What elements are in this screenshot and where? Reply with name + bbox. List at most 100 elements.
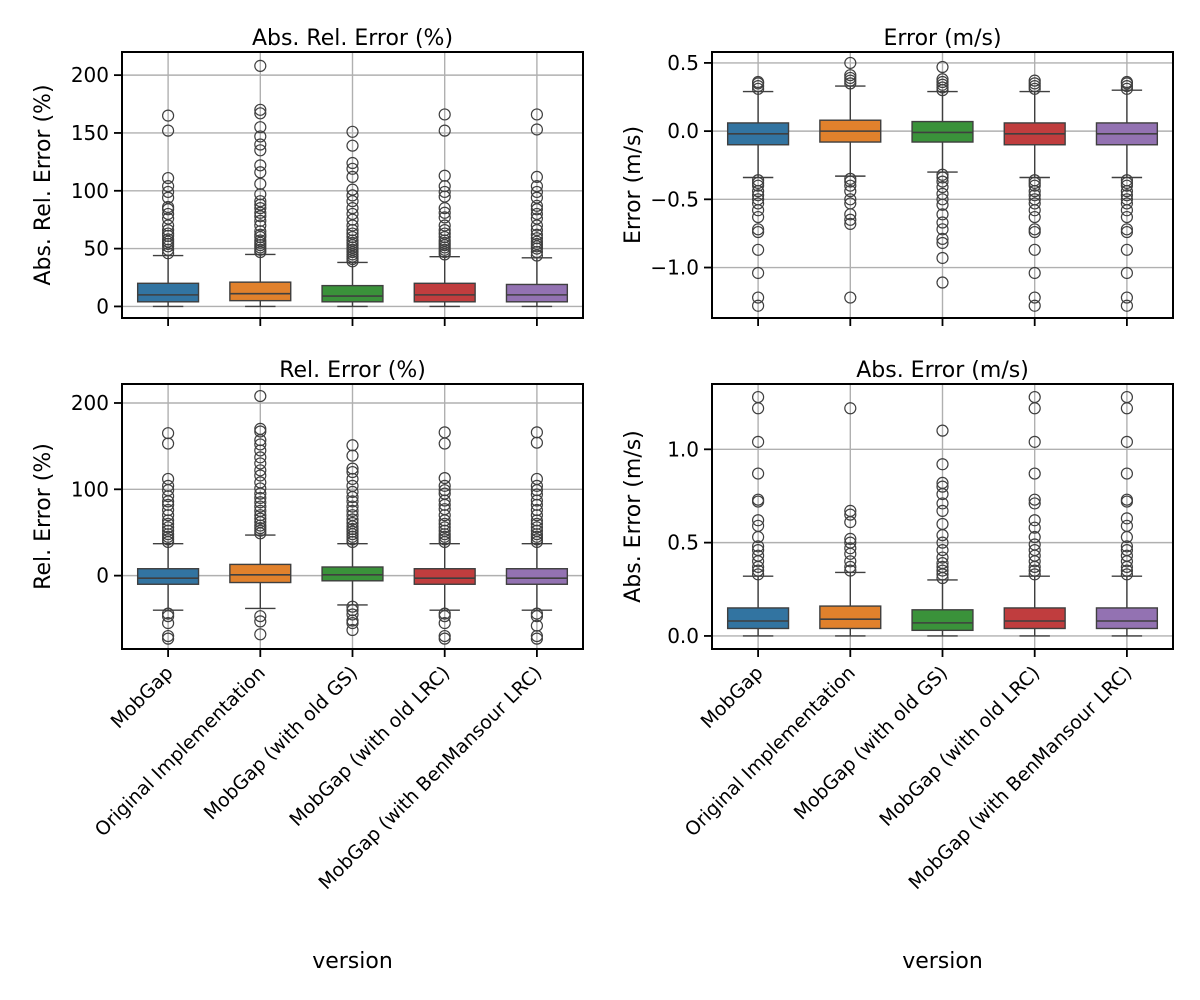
outlier-point bbox=[162, 617, 175, 630]
outlier-point bbox=[346, 604, 359, 617]
outlier-point bbox=[1028, 493, 1041, 506]
outlier-point bbox=[162, 109, 175, 122]
y-tick-label: −1.0 bbox=[650, 256, 699, 280]
outlier-point bbox=[1028, 176, 1041, 190]
outlier-point bbox=[1028, 80, 1041, 93]
outlier-point bbox=[162, 472, 175, 486]
outlier-point bbox=[1028, 185, 1041, 198]
outlier-point bbox=[530, 632, 544, 645]
outlier-point bbox=[1028, 435, 1041, 448]
outlier-point bbox=[1120, 223, 1134, 236]
box-1 bbox=[726, 75, 790, 312]
outlier-point bbox=[346, 509, 359, 522]
box-5 bbox=[505, 426, 569, 645]
box-3 bbox=[911, 424, 974, 637]
outlier-point bbox=[438, 211, 451, 224]
outlier-point bbox=[936, 75, 949, 89]
outlier-point bbox=[751, 266, 765, 280]
outlier-point bbox=[162, 490, 175, 503]
outlier-point bbox=[1120, 549, 1134, 562]
outlier-point bbox=[844, 564, 857, 577]
outlier-point bbox=[162, 200, 175, 214]
outlier-point bbox=[530, 228, 544, 241]
outlier-point bbox=[254, 219, 267, 232]
outlier-point bbox=[162, 479, 175, 492]
box-4 bbox=[1003, 74, 1066, 312]
outlier-point bbox=[162, 180, 175, 193]
outlier-point bbox=[162, 171, 175, 185]
iqr-box bbox=[413, 282, 476, 303]
outlier-point bbox=[254, 491, 267, 505]
outlier-point bbox=[438, 487, 451, 500]
outlier-point bbox=[530, 498, 544, 511]
outlier-point bbox=[346, 516, 359, 530]
outlier-point bbox=[1028, 204, 1041, 217]
outlier-point bbox=[1120, 75, 1134, 89]
outlier-point bbox=[936, 236, 949, 250]
outlier-point bbox=[254, 476, 267, 489]
outlier-point bbox=[254, 103, 267, 116]
outlier-point bbox=[254, 59, 267, 72]
outlier-point bbox=[346, 162, 359, 175]
outlier-point bbox=[530, 426, 544, 439]
outlier-point bbox=[438, 219, 451, 232]
outlier-point bbox=[254, 469, 267, 482]
outlier-point bbox=[254, 130, 267, 143]
outlier-point bbox=[1120, 390, 1134, 404]
outlier-point bbox=[346, 504, 359, 517]
outlier-point bbox=[1028, 538, 1041, 551]
outlier-point bbox=[936, 564, 949, 577]
outlier-point bbox=[254, 509, 267, 522]
outlier-point bbox=[1120, 243, 1134, 256]
outlier-point bbox=[936, 517, 949, 531]
outlier-point bbox=[438, 124, 451, 137]
outlier-point bbox=[936, 458, 949, 471]
outlier-point bbox=[346, 623, 359, 637]
outlier-point bbox=[438, 528, 451, 541]
outlier-point bbox=[1120, 210, 1134, 224]
outlier-point bbox=[346, 125, 359, 138]
outlier-point bbox=[254, 444, 267, 457]
outlier-point bbox=[844, 193, 857, 206]
outlier-point bbox=[1028, 530, 1041, 544]
box-4 bbox=[1003, 390, 1066, 637]
outlier-point bbox=[530, 521, 544, 534]
outlier-point bbox=[254, 202, 267, 215]
outlier-point bbox=[1120, 225, 1134, 239]
outlier-point bbox=[254, 228, 267, 241]
outlier-point bbox=[1028, 82, 1041, 95]
outlier-point bbox=[936, 198, 949, 211]
outlier-point bbox=[254, 500, 267, 513]
outlier-point bbox=[1120, 179, 1134, 192]
y-axis-label: Abs. Error (m/s) bbox=[621, 430, 646, 603]
y-axis-label: Abs. Rel. Error (%) bbox=[31, 84, 56, 285]
outlier-point bbox=[254, 610, 267, 623]
outlier-point bbox=[751, 185, 765, 198]
outlier-point bbox=[530, 232, 544, 245]
subplot-2: −1.0 −0.5 0.0 0.5 Error (m/s) Error (m/s) bbox=[621, 26, 1174, 326]
outlier-point bbox=[844, 504, 857, 518]
outlier-point bbox=[346, 439, 359, 452]
outlier-point bbox=[1028, 543, 1041, 557]
outlier-point bbox=[751, 197, 765, 210]
box-3 bbox=[321, 439, 384, 637]
iqr-box bbox=[229, 281, 292, 302]
outlier-point bbox=[936, 557, 949, 570]
outlier-point bbox=[936, 81, 949, 94]
outlier-point bbox=[751, 291, 765, 304]
outlier-point bbox=[936, 208, 949, 221]
outlier-point bbox=[530, 509, 544, 522]
y-tick-label: 100 bbox=[71, 179, 109, 203]
outlier-point bbox=[936, 78, 949, 91]
box-1 bbox=[136, 427, 200, 645]
outlier-point bbox=[346, 139, 359, 152]
outlier-point bbox=[751, 204, 765, 217]
outlier-point bbox=[844, 560, 857, 573]
outlier-point bbox=[844, 536, 857, 549]
outlier-point bbox=[751, 179, 765, 192]
outlier-point bbox=[1120, 543, 1134, 557]
outlier-point bbox=[162, 503, 175, 517]
subplot-title: Error (m/s) bbox=[883, 26, 1001, 51]
outlier-point bbox=[254, 389, 267, 403]
